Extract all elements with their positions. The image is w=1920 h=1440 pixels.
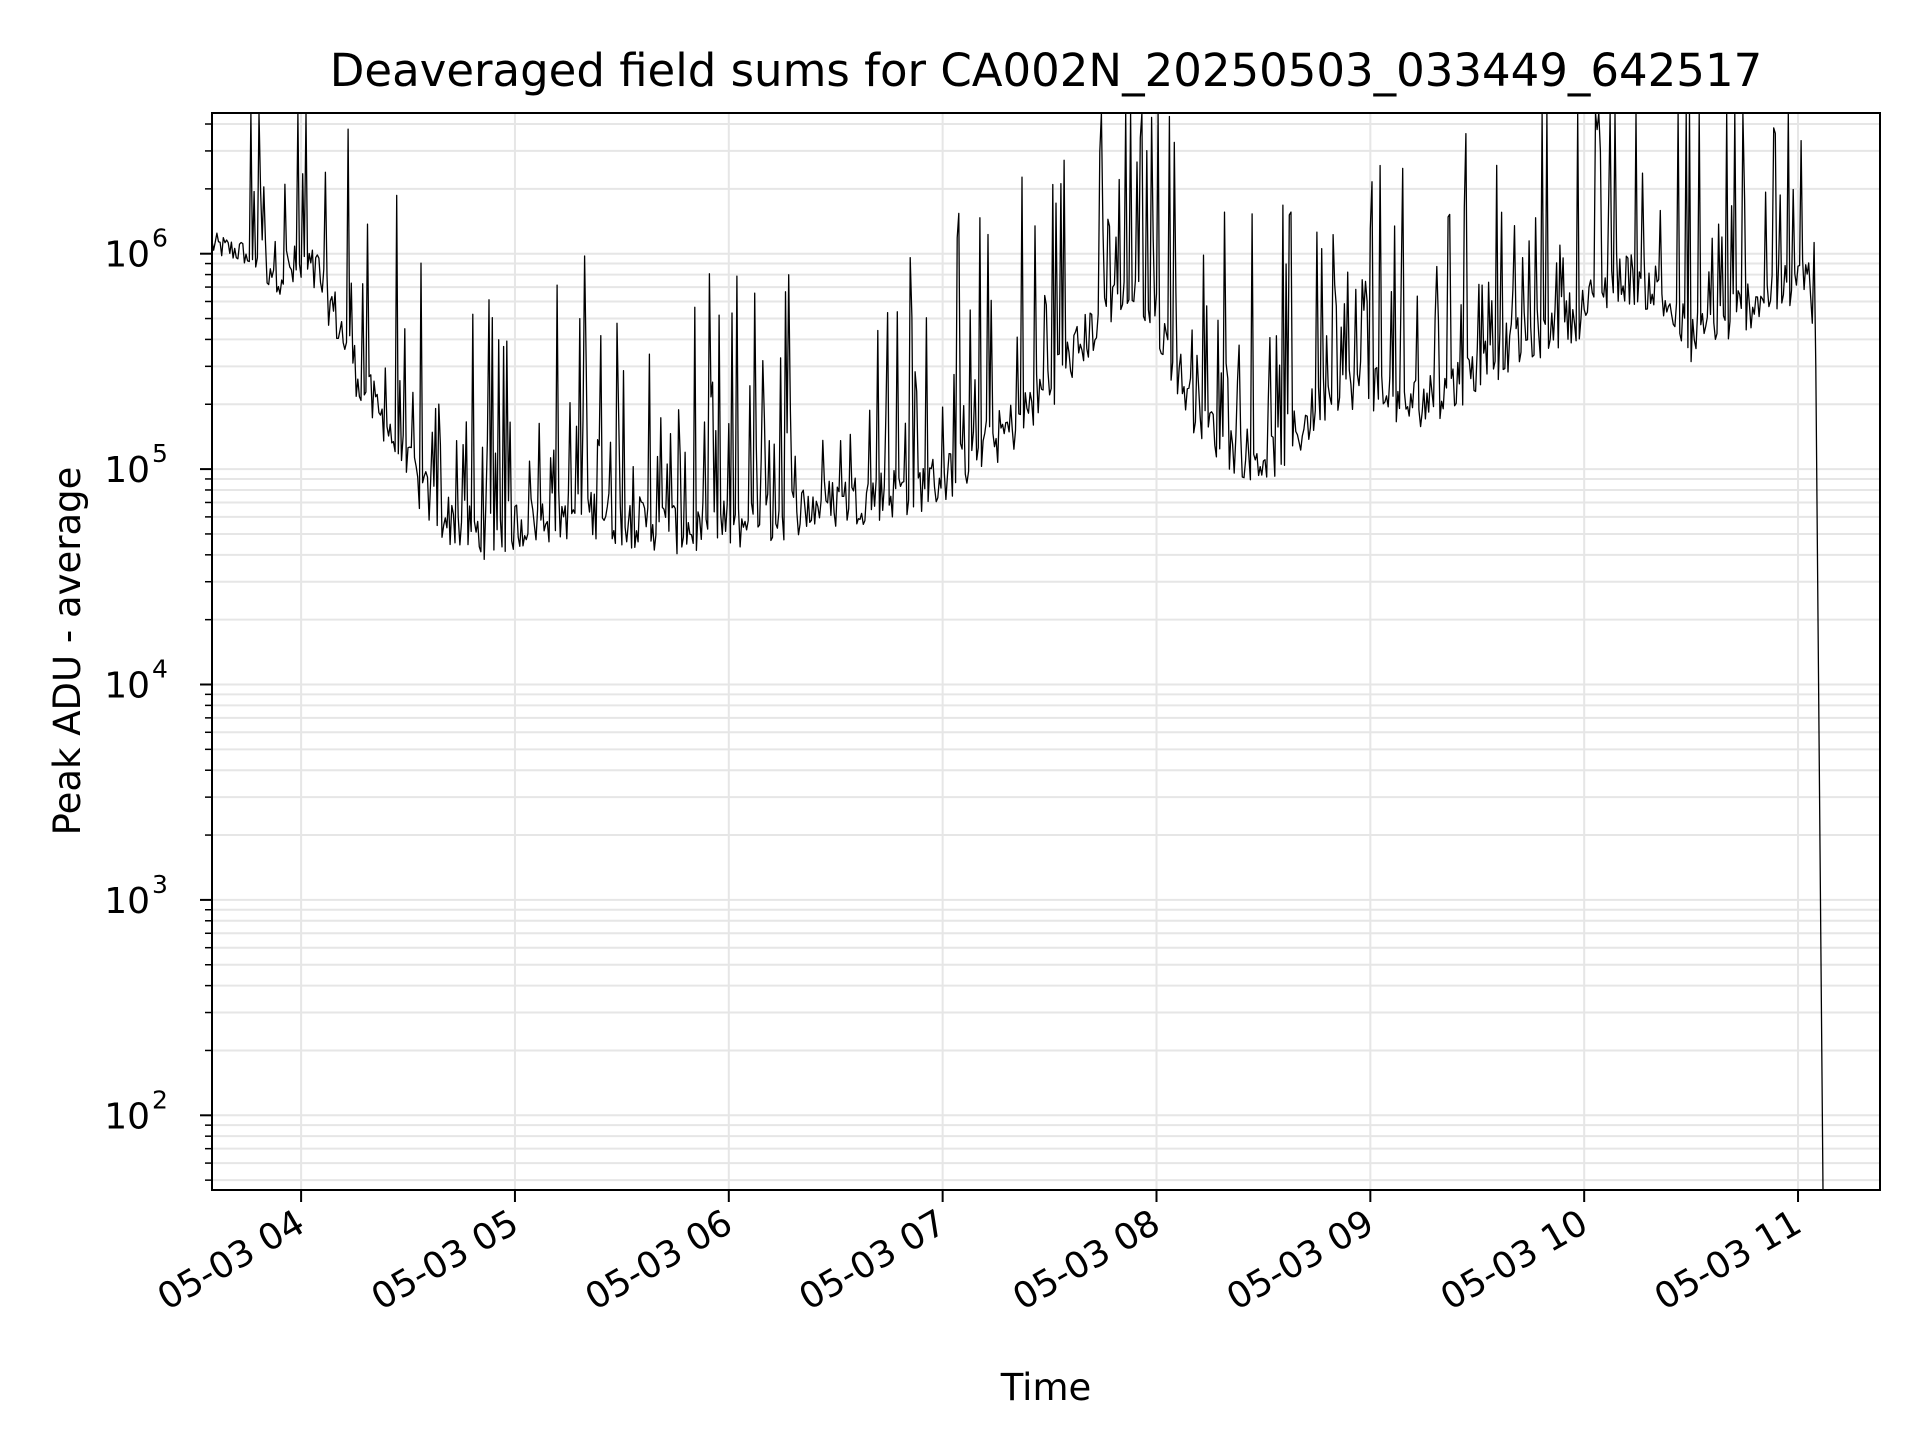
y-tick-exponent: 3 <box>152 870 168 899</box>
y-tick-label: 10 <box>104 235 150 276</box>
grid <box>212 113 1880 1190</box>
y-tick-label: 10 <box>104 666 150 707</box>
y-tick-exponent: 2 <box>152 1085 168 1114</box>
plot-frame <box>211 112 1881 1191</box>
y-tick-exponent: 6 <box>152 224 168 253</box>
y-tick-label: 10 <box>104 450 150 491</box>
y-tick-label: 10 <box>104 881 150 922</box>
series-line <box>211 112 1824 1191</box>
x-axis-label: Time <box>1000 1366 1092 1409</box>
y-axis-label: Peak ADU - average <box>46 467 89 836</box>
y-tick-label: 10 <box>104 1096 150 1137</box>
chart-title: Deaveraged field sums for CA002N_2025050… <box>330 44 1762 97</box>
y-tick-exponent: 5 <box>152 439 168 468</box>
plot-line-group <box>211 112 1824 1191</box>
y-tick-exponent: 4 <box>152 655 168 684</box>
